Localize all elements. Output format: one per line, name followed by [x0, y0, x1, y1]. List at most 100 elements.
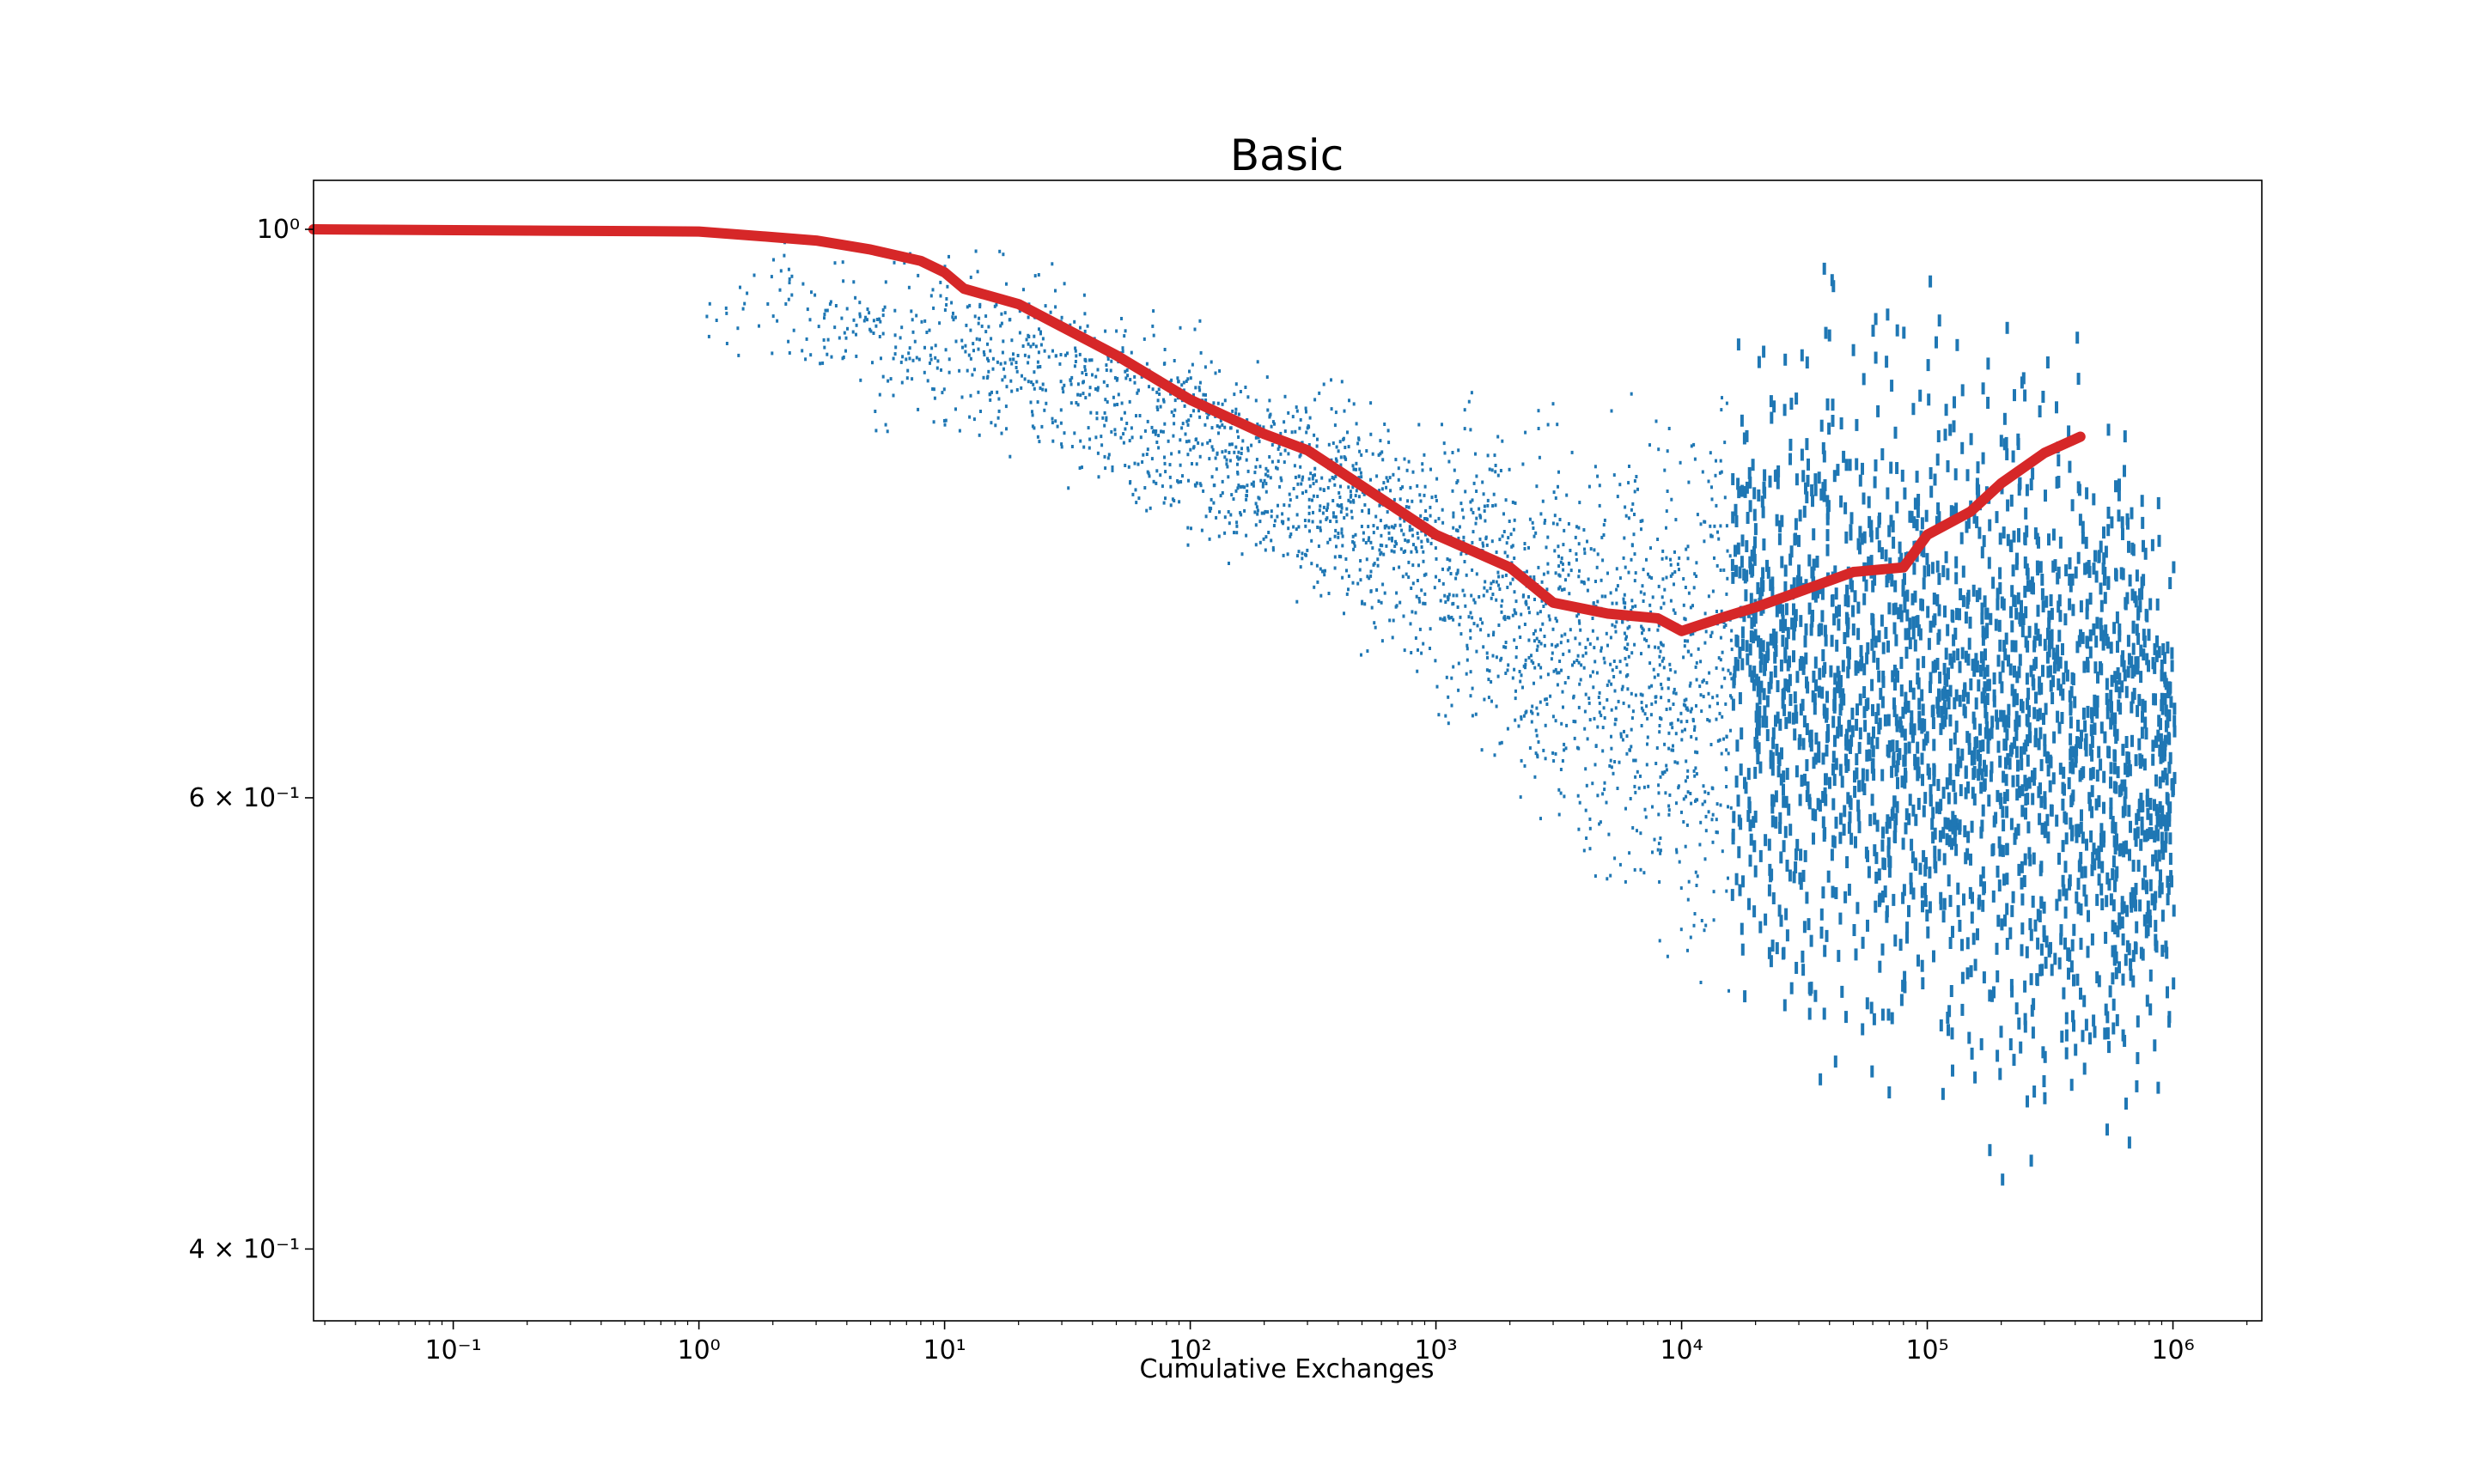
scatter-point: [1668, 662, 1672, 666]
scatter-point: [1394, 605, 1398, 609]
scatter-point: [2168, 751, 2172, 764]
x-axis-label: Cumulative Exchanges: [1140, 1354, 1435, 1384]
scatter-point: [1172, 434, 1175, 438]
scatter-point: [1966, 589, 1971, 602]
scatter-point: [2050, 636, 2054, 649]
scatter-point: [1577, 619, 1581, 623]
scatter-point: [1693, 912, 1697, 915]
scatter-point: [1039, 343, 1043, 347]
scatter-point: [787, 339, 790, 344]
scatter-point: [1699, 660, 1703, 664]
scatter-point: [1898, 939, 1903, 952]
scatter-point: [1765, 559, 1769, 572]
scatter-point: [1359, 471, 1362, 475]
scatter-point: [1806, 681, 1810, 694]
scatter-point: [1715, 563, 1719, 568]
scatter-point: [1652, 667, 1655, 672]
scatter-point: [969, 356, 972, 361]
scatter-point: [1710, 818, 1714, 822]
scatter-point: [1665, 708, 1668, 711]
scatter-point: [1615, 601, 1618, 605]
scatter-point: [878, 392, 881, 397]
scatter-point: [1692, 769, 1696, 773]
scatter-point: [1633, 784, 1636, 788]
scatter-point: [1596, 725, 1600, 729]
scatter-point: [1611, 668, 1614, 672]
scatter-point: [1615, 567, 1618, 571]
scatter-point: [1802, 505, 1807, 518]
scatter-point: [1140, 374, 1143, 379]
scatter-point: [1593, 548, 1596, 552]
scatter-point: [1420, 539, 1423, 544]
scatter-point: [1501, 534, 1504, 538]
scatter-point: [2002, 412, 2007, 425]
scatter-point: [1881, 857, 1886, 870]
scatter-point: [2008, 927, 2013, 940]
scatter-point: [1539, 642, 1543, 646]
scatter-point: [2052, 661, 2057, 674]
scatter-point: [948, 254, 950, 258]
scatter-point: [2088, 593, 2093, 605]
scatter-point: [1725, 401, 1728, 405]
scatter-point: [1038, 327, 1040, 331]
scatter-point: [1536, 611, 1539, 616]
scatter-point: [1720, 408, 1723, 412]
scatter-point: [1800, 655, 1803, 668]
scatter-point: [1894, 667, 1898, 680]
scatter-point: [1544, 519, 1547, 522]
scatter-point: [1831, 763, 1835, 775]
scatter-point: [1661, 595, 1664, 599]
scatter-point: [1880, 614, 1884, 627]
scatter-point: [1875, 527, 1880, 540]
scatter-point: [1027, 361, 1030, 365]
scatter-point: [1421, 468, 1424, 472]
scatter-point: [1827, 329, 1831, 342]
scatter-point: [1954, 502, 1959, 515]
scatter-point: [1952, 420, 1956, 433]
scatter-point: [1342, 436, 1345, 441]
scatter-point: [1209, 509, 1212, 514]
scatter-point: [1474, 452, 1477, 456]
scatter-point: [1051, 421, 1054, 425]
scatter-point: [2090, 864, 2094, 877]
scatter-point: [977, 390, 980, 394]
scatter-point: [1758, 705, 1762, 718]
scatter-point: [1979, 651, 1983, 664]
scatter-point: [1885, 821, 1889, 834]
scatter-point: [2118, 961, 2121, 974]
scatter-point: [1966, 781, 1970, 794]
scatter-point: [1729, 728, 1732, 733]
scatter-point: [1862, 373, 1866, 386]
scatter-point: [1287, 411, 1290, 415]
scatter-point: [2134, 835, 2138, 847]
scatter-point: [1111, 468, 1114, 472]
scatter-point: [1686, 649, 1690, 654]
scatter-point: [1320, 476, 1324, 480]
scatter-point: [1551, 715, 1555, 719]
scatter-point: [1598, 710, 1601, 715]
scatter-point: [2067, 777, 2071, 789]
scatter-point: [1216, 401, 1220, 405]
scatter-point: [1980, 546, 1984, 559]
scatter-point: [1876, 703, 1880, 716]
scatter-point: [1782, 703, 1787, 716]
scatter-point: [1417, 536, 1420, 540]
scatter-point: [1895, 324, 1899, 337]
scatter-point: [1096, 386, 1100, 390]
scatter-point: [1575, 659, 1579, 662]
scatter-point: [1624, 505, 1627, 509]
scatter-point: [2166, 642, 2170, 654]
scatter-point: [2162, 749, 2166, 762]
scatter-point: [1106, 400, 1109, 404]
scatter-point: [1941, 688, 1945, 701]
scatter-point: [893, 352, 897, 356]
scatter-point: [2086, 656, 2089, 669]
scatter-point: [1896, 776, 1899, 789]
scatter-point: [1749, 833, 1753, 846]
scatter-point: [1313, 585, 1316, 589]
scatter-point: [1362, 538, 1365, 542]
scatter-point: [935, 366, 939, 370]
scatter-point: [1890, 575, 1894, 587]
scatter-point: [1807, 602, 1812, 615]
scatter-point: [1577, 705, 1581, 709]
